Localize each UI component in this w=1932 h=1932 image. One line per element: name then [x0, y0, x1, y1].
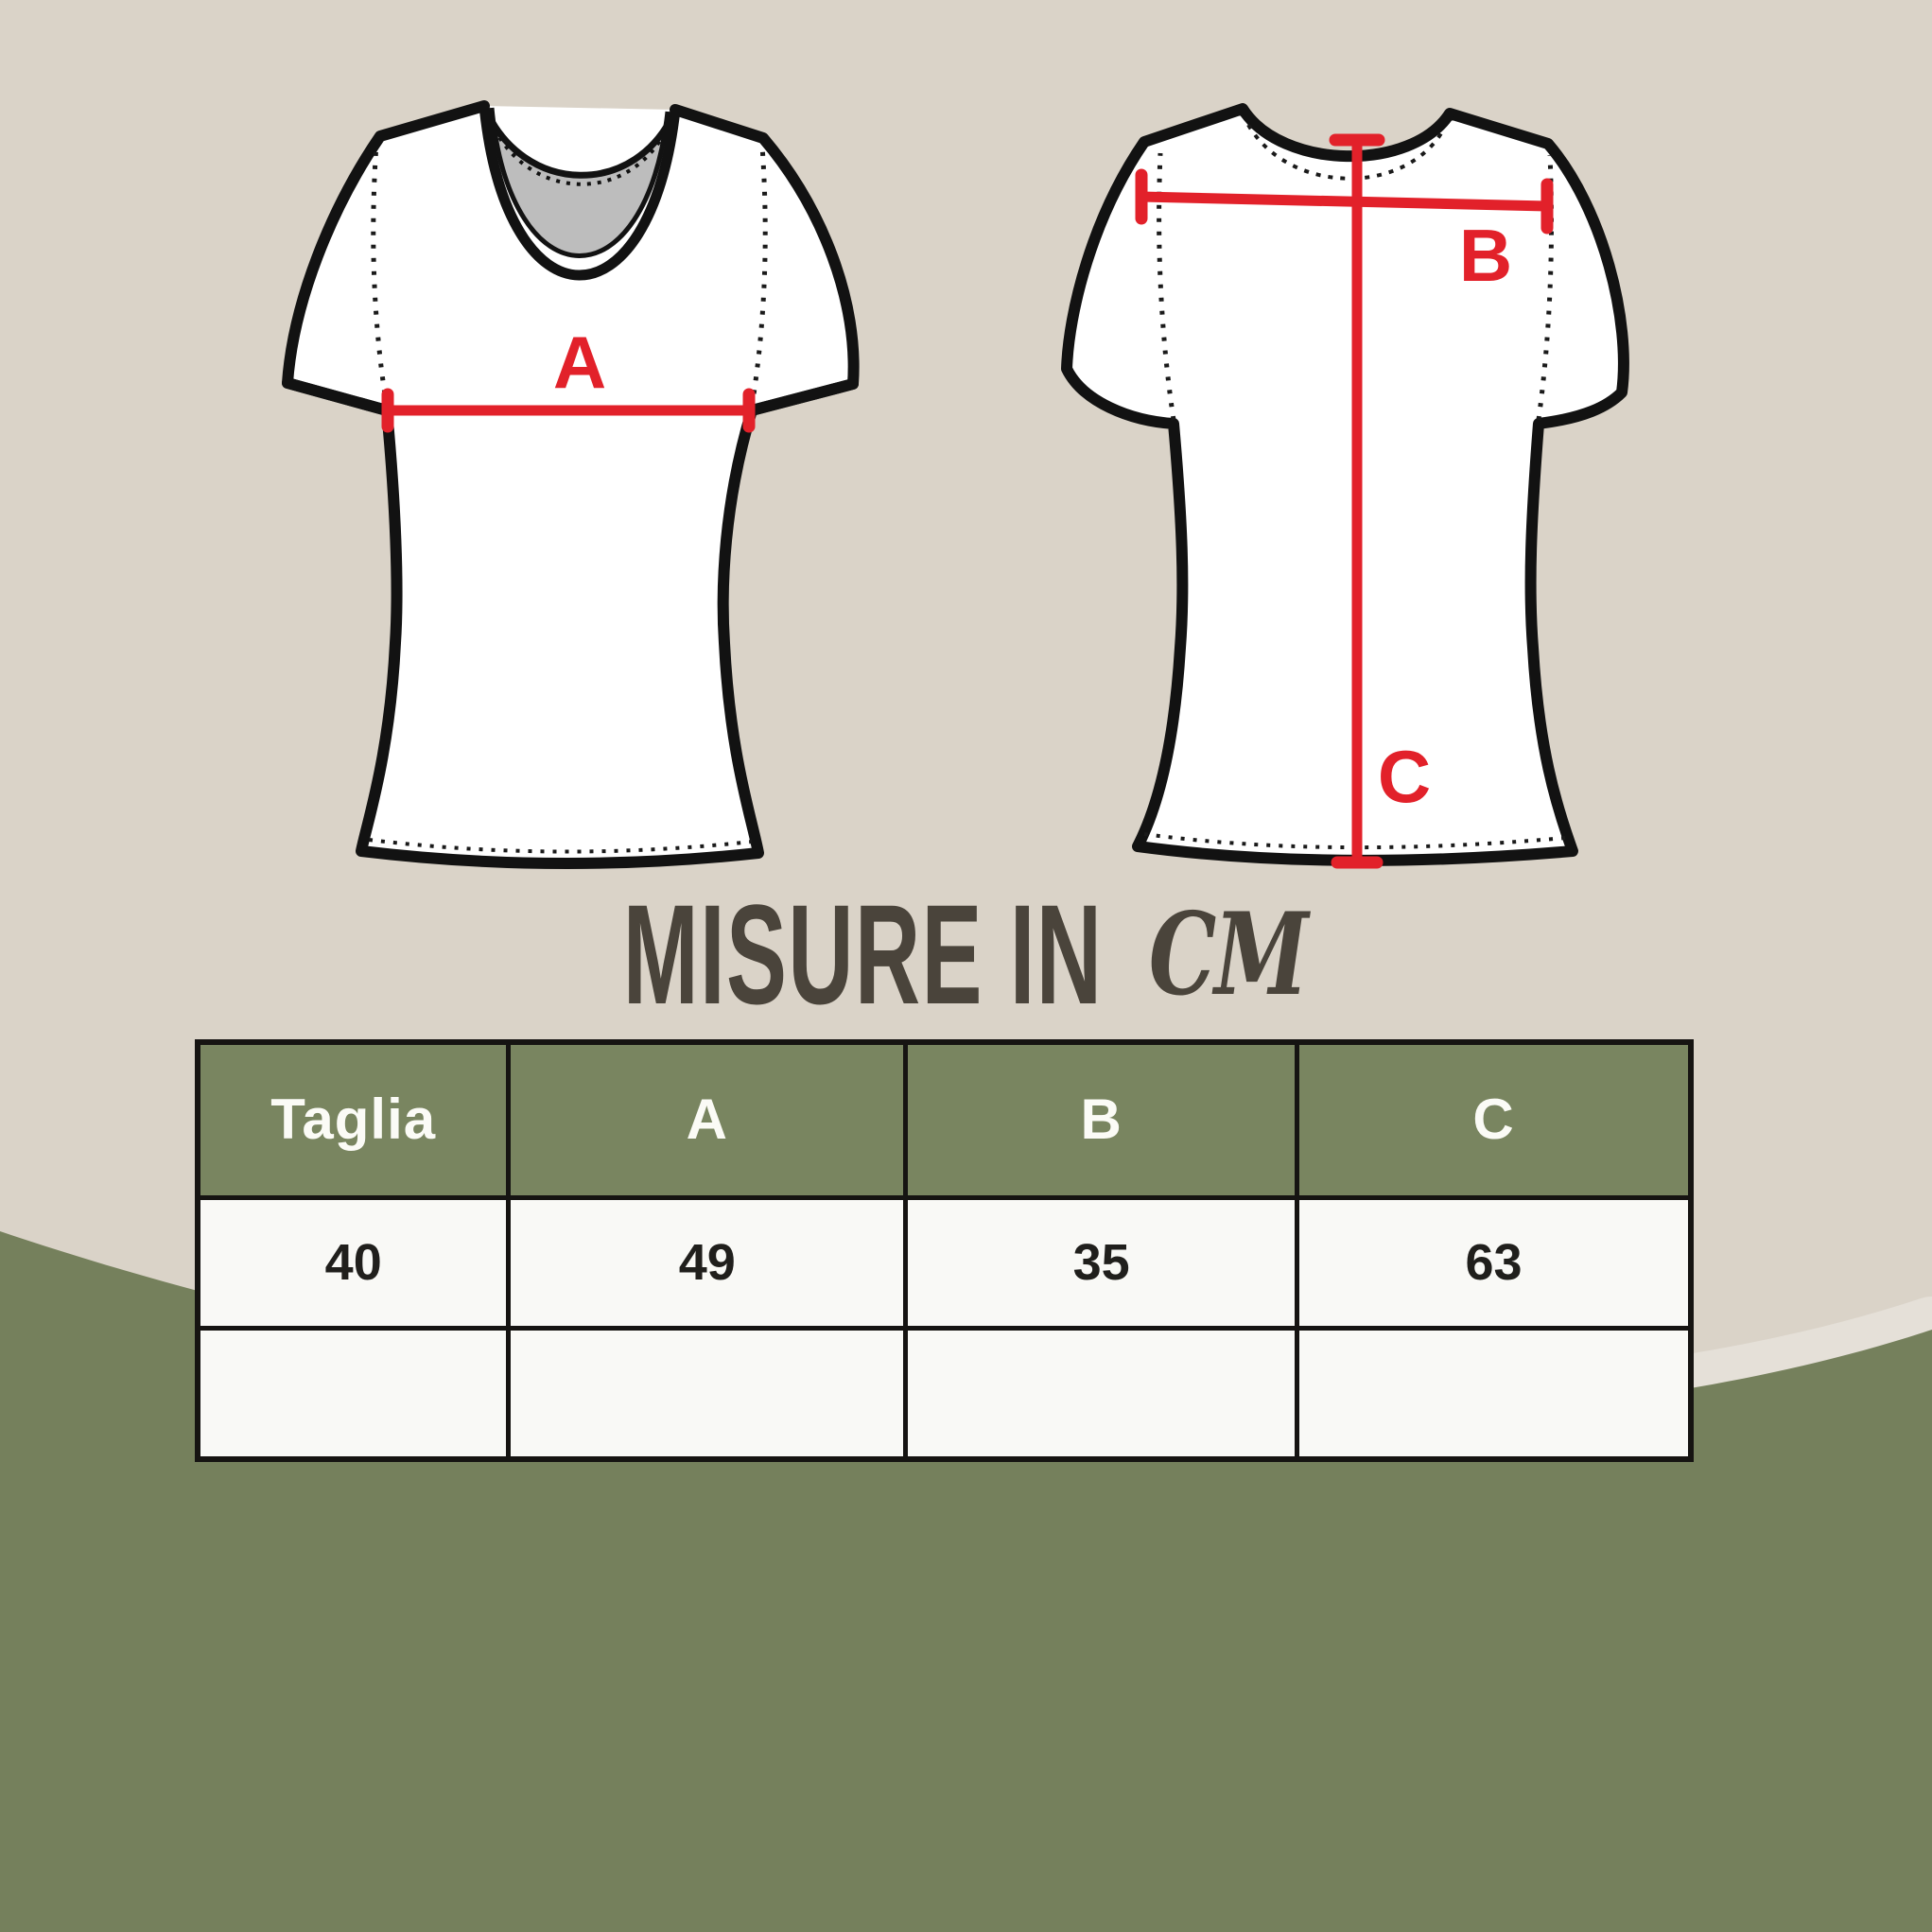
table-cell-empty [1299, 1330, 1688, 1456]
front-left-cuff-line [282, 377, 392, 416]
table-cell-c: 63 [1299, 1199, 1688, 1326]
size-table: Taglia A B C 40 49 35 63 [195, 1039, 1694, 1462]
measure-line-b [1140, 191, 1548, 212]
table-cell-a: 49 [511, 1199, 904, 1326]
back-hem-stitch [1143, 832, 1566, 850]
page-title: MISURE IN CM [0, 883, 1932, 1025]
front-left-sleeve-seam [371, 143, 390, 408]
back-shirt-outline [1061, 103, 1629, 866]
front-right-sleeve-seam [749, 145, 768, 408]
measure-label-a: A [553, 321, 606, 404]
table-header-taglia: Taglia [200, 1045, 507, 1195]
front-collar-backneck-arc [480, 104, 679, 179]
back-shirt-illustration: B C [1054, 95, 1660, 884]
table-cell-empty [200, 1330, 507, 1456]
table-header-c: C [1299, 1045, 1688, 1195]
measure-label-b: B [1459, 214, 1512, 297]
measure-label-c: C [1378, 735, 1431, 818]
title-text: MISURE IN [623, 875, 1104, 1034]
back-neckline [1237, 103, 1455, 162]
front-hem-stitch [368, 838, 753, 854]
front-shirt-illustration: A [274, 95, 870, 875]
front-collar-band-outer [479, 100, 681, 281]
table-header-a: A [511, 1045, 904, 1195]
table-cell-empty [908, 1330, 1296, 1456]
front-collar-inside [484, 106, 675, 256]
title-unit: CM [1149, 888, 1309, 1021]
table-cell-size: 40 [200, 1199, 507, 1326]
table-cell-empty [511, 1330, 904, 1456]
table-header-b: B [908, 1045, 1296, 1195]
front-collar-stitch [488, 118, 671, 186]
front-collar-band-inner [489, 107, 670, 258]
front-right-cuff-line [746, 378, 859, 416]
table-cell-b: 35 [908, 1199, 1296, 1326]
